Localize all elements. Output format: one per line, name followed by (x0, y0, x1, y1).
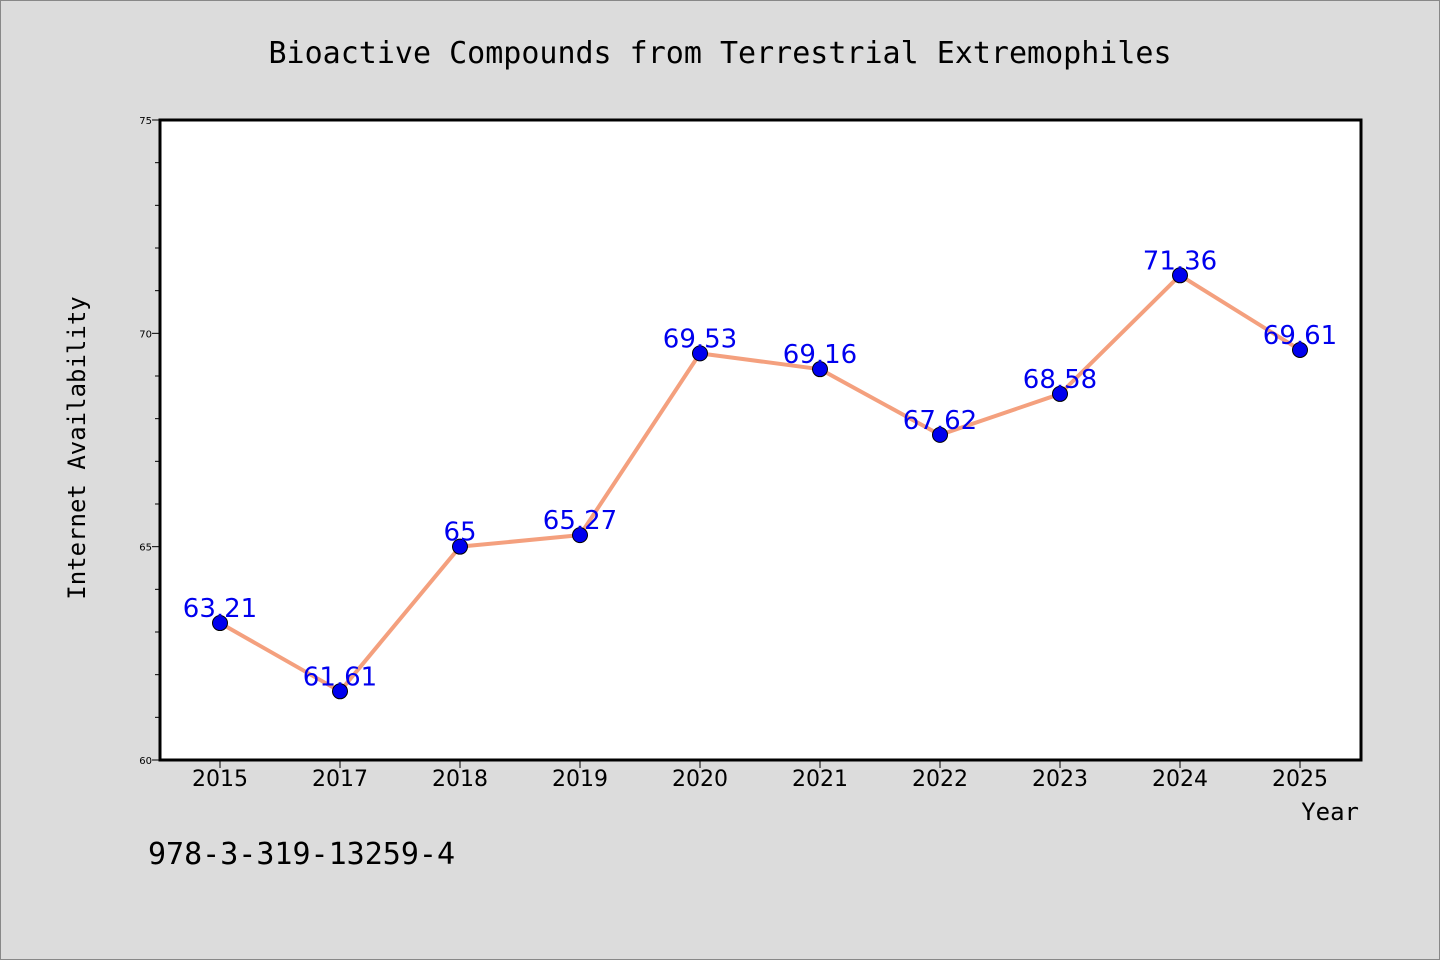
plot-area (160, 120, 1361, 760)
data-point (692, 345, 708, 362)
data-label: 65.27 (543, 506, 617, 536)
data-point (932, 426, 948, 443)
isbn-footnote: 978-3-319-13259-4 (148, 837, 455, 872)
x-axis-label: Year (1301, 798, 1359, 826)
x-tick-label: 2020 (672, 767, 728, 792)
x-tick-label: 2015 (192, 767, 248, 792)
y-tick-label: 70 (139, 329, 152, 340)
x-tick-label: 2021 (792, 767, 848, 792)
data-labels: 63.21 61.61 65 65.27 69.53 69.16 67.62 68.58 71.… (183, 246, 1337, 692)
data-point (572, 527, 588, 544)
data-point (1052, 385, 1068, 402)
data-label: 61.61 (303, 662, 377, 692)
data-label: 69.16 (783, 340, 857, 370)
data-label: 69.53 (663, 324, 737, 354)
data-point (1292, 341, 1308, 358)
y-tick-label: 65 (139, 543, 152, 554)
y-tick-label: 75 (139, 116, 152, 127)
x-tick-label: 2018 (432, 767, 488, 792)
data-point (812, 361, 828, 378)
x-tick-label: 2024 (1152, 767, 1208, 792)
data-point (212, 615, 228, 632)
data-label: 63.21 (183, 594, 257, 624)
chart-title: Bioactive Compounds from Terrestrial Ext… (268, 36, 1171, 71)
plot-frame (158, 118, 1363, 762)
data-point (332, 683, 348, 700)
series-markers (212, 267, 1308, 700)
y-tick-label: 60 (139, 756, 152, 767)
x-tick-label: 2025 (1272, 767, 1328, 792)
x-tick-label: 2022 (912, 767, 968, 792)
data-label: 65 (443, 518, 476, 548)
data-point (452, 538, 468, 555)
data-label: 68.58 (1023, 365, 1097, 395)
data-label: 69.61 (1263, 321, 1337, 351)
data-point (1172, 267, 1188, 284)
x-axis-ticks: 2015 2017 2018 2019 2020 2021 2022 2023 2024 2025 (192, 760, 1328, 792)
y-axis-ticks: 60 65 70 75 (139, 116, 160, 767)
y-axis-label: Internet Availability (63, 296, 91, 599)
data-label: 71.36 (1143, 246, 1217, 276)
series-line (219, 273, 1302, 694)
x-tick-label: 2017 (312, 767, 368, 792)
x-tick-label: 2019 (552, 767, 608, 792)
data-label: 67.62 (903, 406, 977, 436)
x-tick-label: 2023 (1032, 767, 1088, 792)
